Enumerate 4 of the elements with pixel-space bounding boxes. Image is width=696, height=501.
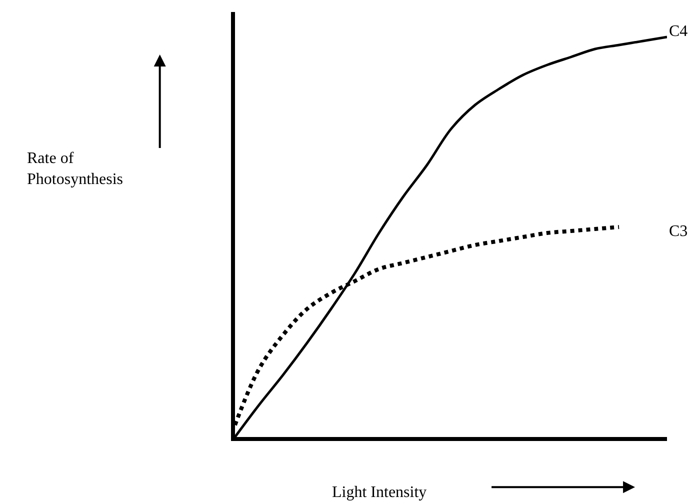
text: C3: [669, 223, 688, 240]
text: Rate of Photosynthesis: [27, 150, 124, 188]
x-axis-title: Light Intensity: [332, 484, 427, 501]
series-label: C4: [669, 23, 688, 40]
